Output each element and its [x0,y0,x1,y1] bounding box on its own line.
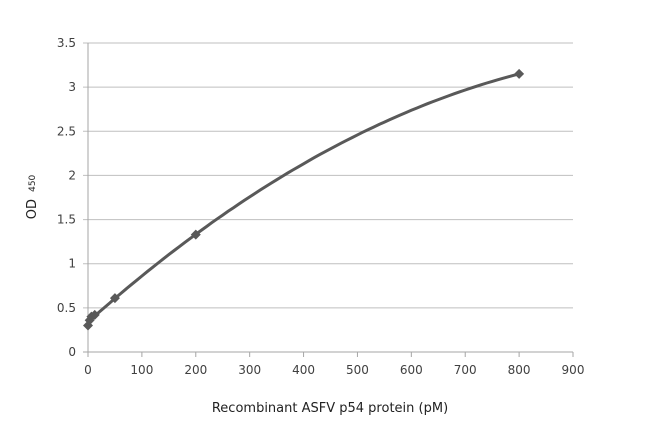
y-axis-tick-labels: 0 0.5 1 1.5 2 2.5 3 3.5 [57,36,76,359]
x-tick-label: 0 [84,363,92,377]
axes [87,43,574,357]
x-tick-label: 500 [346,363,369,377]
x-tick-label: 100 [130,363,153,377]
y-tick-label: 2 [68,168,76,182]
y-tick-label: 3.5 [57,36,76,50]
y-axis-title: OD 450 [25,174,40,219]
fitted-curve [86,72,521,324]
diamond-marker [514,68,525,79]
diamond-marker [89,309,100,320]
y-tick-label: 3 [68,80,76,94]
data-points [83,68,525,331]
x-tick-label: 700 [454,363,477,377]
x-tick-label: 400 [292,363,315,377]
x-tick-label: 600 [400,363,423,377]
y-tick-label: 1.5 [57,213,76,227]
y-tick-label: 1 [68,257,76,271]
y-axis-title-main: OD [25,199,40,219]
x-tick-label: 300 [238,363,261,377]
x-tick-label: 200 [184,363,207,377]
x-axis-tick-labels: 0 100 200 300 400 500 600 700 800 900 [84,363,584,377]
y-tick-label: 0.5 [57,301,76,315]
x-axis-title: Recombinant ASFV p54 protein (pM) [212,401,448,416]
y-axis-title-subscript: 450 [28,174,38,191]
diamond-marker [190,229,201,240]
horizontal-gridlines [83,42,573,353]
y-tick-label: 0 [68,345,76,359]
x-tick-label: 900 [562,363,585,377]
diamond-marker [109,293,120,304]
x-tick-label: 800 [508,363,531,377]
y-tick-label: 2.5 [57,124,76,138]
